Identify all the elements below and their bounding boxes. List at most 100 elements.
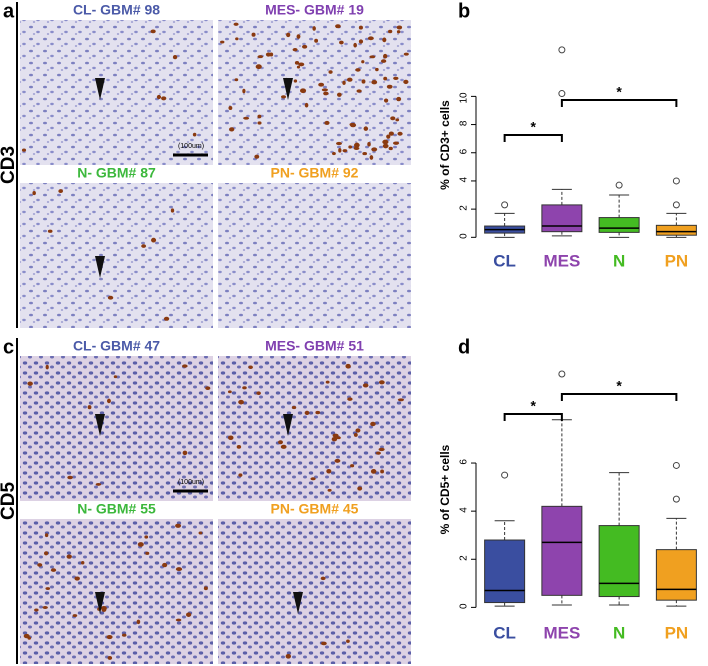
- y-tick-label: 0: [459, 233, 470, 239]
- stained-cell: [326, 468, 332, 474]
- micrograph: [218, 356, 411, 501]
- stained-cell: [113, 375, 118, 379]
- stained-cell: [27, 381, 33, 386]
- image-title: MES- GBM# 19: [265, 2, 364, 18]
- stained-cell: [386, 84, 393, 89]
- stained-cell: [32, 191, 36, 196]
- stained-cell: [361, 79, 366, 84]
- stained-cell: [380, 469, 385, 474]
- scale-bar-label: (100um): [178, 479, 204, 486]
- stained-cell: [106, 634, 113, 640]
- box: [598, 217, 640, 233]
- stained-cell: [403, 79, 409, 85]
- stained-cell: [162, 562, 168, 568]
- outlier: [672, 495, 680, 503]
- image-title: CL- GBM# 98: [73, 2, 160, 18]
- stained-cell: [388, 29, 393, 34]
- y-tick-label: 4: [459, 177, 470, 183]
- stained-cell: [43, 551, 49, 556]
- stained-cell: [242, 88, 246, 94]
- stained-cell: [321, 641, 327, 646]
- stained-cell: [371, 147, 378, 152]
- stained-cell: [280, 444, 287, 449]
- stained-cell: [235, 37, 239, 41]
- x-tick-label: CL: [493, 251, 516, 270]
- y-axis-label: % of CD5+ cells: [438, 444, 452, 534]
- stained-cell: [314, 38, 319, 43]
- image-title: N- GBM# 87: [77, 165, 156, 181]
- scale-bar-label: (100um): [178, 143, 204, 150]
- stained-cell: [370, 469, 377, 474]
- stained-cell: [286, 32, 291, 38]
- y-tick-label: 0: [459, 603, 470, 609]
- stained-cell: [58, 189, 63, 194]
- stained-cell: [198, 531, 203, 535]
- stained-cell: [175, 618, 182, 622]
- outlier: [672, 177, 680, 185]
- stained-cell: [318, 82, 325, 87]
- panel-label: b: [458, 0, 470, 22]
- stained-cell: [336, 436, 341, 440]
- y-tick-label: 6: [459, 148, 470, 154]
- stained-cell: [233, 22, 239, 26]
- micrograph: [20, 183, 213, 328]
- stained-cell: [238, 473, 243, 477]
- stained-cell: [255, 64, 262, 70]
- image-title: PN- GBM# 45: [271, 501, 359, 517]
- stained-cell: [396, 96, 402, 102]
- stained-cell: [362, 151, 368, 156]
- stained-cell: [357, 486, 363, 491]
- stained-cell: [320, 576, 326, 581]
- stained-cell: [37, 563, 43, 567]
- stained-cell: [45, 364, 49, 370]
- stained-cell: [327, 488, 332, 492]
- stained-cell: [355, 68, 361, 72]
- stained-cell: [348, 145, 353, 149]
- y-tick-label: 2: [459, 555, 470, 561]
- stained-cell: [175, 523, 182, 528]
- arrowhead: [283, 78, 293, 100]
- stained-cell: [323, 91, 329, 96]
- significance-bracket: [503, 134, 563, 142]
- stained-cell: [383, 53, 388, 59]
- box: [541, 505, 583, 596]
- stained-cell: [310, 477, 316, 481]
- stained-cell: [257, 121, 262, 125]
- significance-bracket: [503, 413, 563, 421]
- stained-cell: [182, 450, 188, 456]
- stained-cell: [87, 405, 92, 410]
- stained-cell: [346, 639, 350, 643]
- stained-cell: [395, 118, 400, 122]
- stained-cell: [338, 148, 342, 153]
- stained-cell: [248, 365, 253, 370]
- stained-cell: [362, 383, 369, 388]
- outlier: [501, 201, 509, 209]
- stained-cell: [294, 61, 300, 65]
- stained-cell: [141, 244, 147, 248]
- stained-cell: [328, 70, 333, 74]
- arrowhead: [95, 414, 105, 436]
- stained-cell: [192, 132, 197, 137]
- stained-cell: [403, 52, 409, 56]
- stained-cell: [107, 655, 113, 660]
- stained-cell: [220, 40, 225, 44]
- x-tick-label: N: [613, 251, 625, 270]
- stained-cell: [278, 440, 283, 445]
- stained-cell: [378, 447, 385, 452]
- significance-star: *: [616, 84, 622, 100]
- stained-cell: [296, 65, 301, 69]
- stained-cell: [346, 77, 353, 82]
- stained-cell: [353, 432, 358, 437]
- stained-cell: [254, 154, 260, 159]
- x-tick-label: MES: [543, 251, 580, 270]
- stained-cell: [383, 76, 388, 81]
- stained-cell: [229, 127, 235, 132]
- stained-cell: [336, 92, 342, 97]
- stained-cell: [145, 551, 150, 555]
- y-axis-label: % of CD3+ cells: [438, 100, 452, 190]
- stained-cell: [50, 568, 57, 572]
- micrograph: [218, 20, 411, 165]
- outlier: [615, 181, 623, 189]
- micrograph: [20, 20, 213, 165]
- stained-cell: [350, 464, 355, 468]
